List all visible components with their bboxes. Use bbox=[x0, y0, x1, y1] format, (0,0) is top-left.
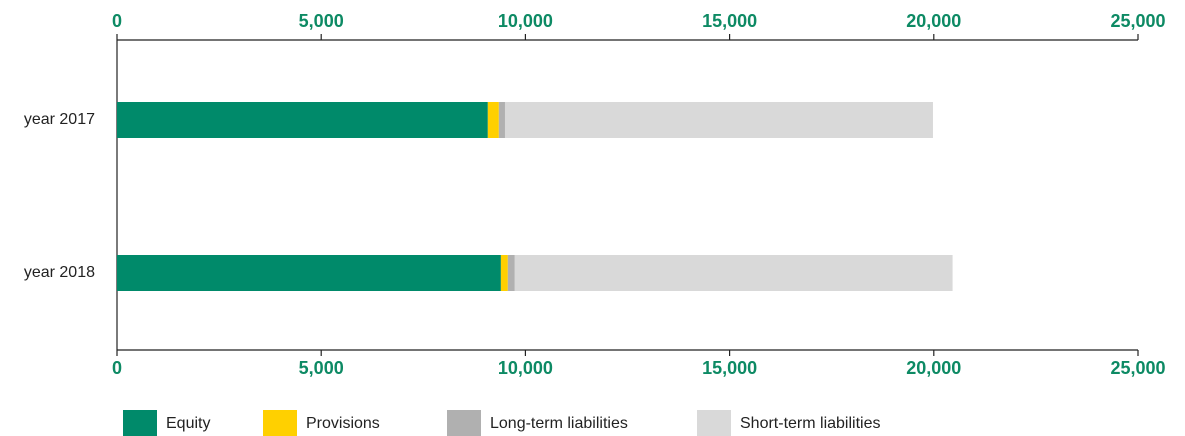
x-tick-label-top: 25,000 bbox=[1110, 11, 1165, 31]
legend-swatch bbox=[263, 410, 297, 436]
legend-label: Short-term liabilities bbox=[740, 415, 880, 432]
bar-segment bbox=[498, 102, 505, 138]
x-tick-label-top: 20,000 bbox=[906, 11, 961, 31]
x-tick-label-bottom: 20,000 bbox=[906, 358, 961, 378]
bar-segment bbox=[514, 255, 953, 291]
x-tick-label-bottom: 25,000 bbox=[1110, 358, 1165, 378]
y-tick-label: year 2017 bbox=[24, 111, 95, 128]
bar-segment bbox=[500, 255, 508, 291]
bar-segment bbox=[117, 255, 501, 291]
legend-label: Provisions bbox=[306, 415, 380, 432]
bar-segment bbox=[487, 102, 499, 138]
x-tick-label-bottom: 0 bbox=[112, 358, 122, 378]
bar-segment bbox=[504, 102, 933, 138]
bar-segment bbox=[507, 255, 515, 291]
x-tick-label-top: 0 bbox=[112, 11, 122, 31]
legend-swatch bbox=[123, 410, 157, 436]
x-tick-label-bottom: 10,000 bbox=[498, 358, 553, 378]
y-tick-label: year 2018 bbox=[24, 264, 95, 281]
legend-swatch bbox=[697, 410, 731, 436]
legend-label: Long-term liabilities bbox=[490, 415, 628, 432]
x-tick-label-bottom: 5,000 bbox=[299, 358, 344, 378]
x-tick-label-top: 5,000 bbox=[299, 11, 344, 31]
x-tick-label-top: 10,000 bbox=[498, 11, 553, 31]
bar-segment bbox=[117, 102, 488, 138]
legend-swatch bbox=[447, 410, 481, 436]
legend-label: Equity bbox=[166, 415, 210, 432]
x-tick-label-top: 15,000 bbox=[702, 11, 757, 31]
x-tick-label-bottom: 15,000 bbox=[702, 358, 757, 378]
